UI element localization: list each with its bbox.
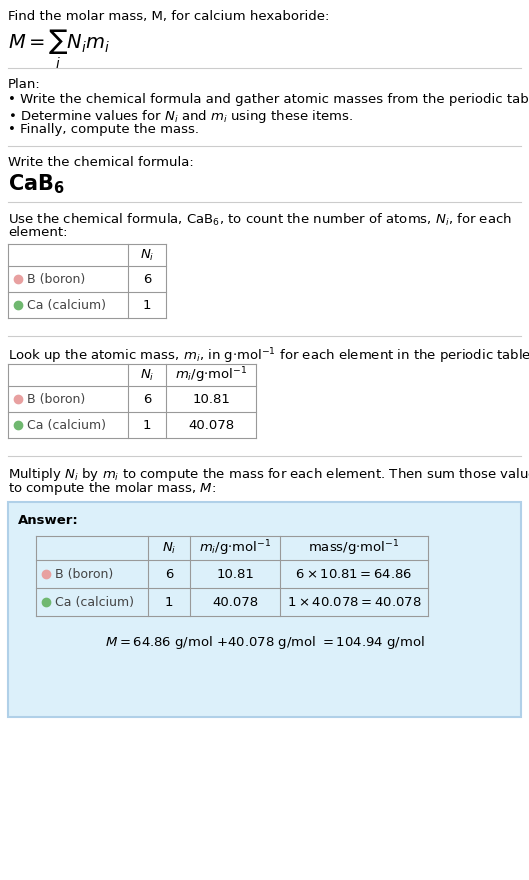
Text: $6 \times 10.81 = 64.86$: $6 \times 10.81 = 64.86$ [295, 568, 413, 581]
Text: 1: 1 [165, 596, 174, 608]
Text: B (boron): B (boron) [27, 273, 85, 285]
Text: $M = \sum_i N_i m_i$: $M = \sum_i N_i m_i$ [8, 28, 110, 71]
Text: 6: 6 [143, 273, 151, 285]
FancyBboxPatch shape [8, 502, 521, 717]
Text: 6: 6 [143, 392, 151, 406]
Text: 10.81: 10.81 [192, 392, 230, 406]
Text: 10.81: 10.81 [216, 568, 254, 581]
Text: 40.078: 40.078 [212, 596, 258, 608]
Text: 6: 6 [165, 568, 173, 581]
Text: $1 \times 40.078 = 40.078$: $1 \times 40.078 = 40.078$ [287, 596, 422, 608]
Text: Look up the atomic mass, $m_i$, in g$\cdot$mol$^{-1}$ for each element in the pe: Look up the atomic mass, $m_i$, in g$\cd… [8, 346, 529, 365]
Text: Multiply $N_i$ by $m_i$ to compute the mass for each element. Then sum those val: Multiply $N_i$ by $m_i$ to compute the m… [8, 466, 529, 483]
Text: Find the molar mass, M, for calcium hexaboride:: Find the molar mass, M, for calcium hexa… [8, 10, 330, 23]
Text: Ca (calcium): Ca (calcium) [27, 419, 106, 431]
Text: $\mathbf{CaB_6}$: $\mathbf{CaB_6}$ [8, 172, 65, 195]
Text: $m_i$/g$\cdot$mol$^{-1}$: $m_i$/g$\cdot$mol$^{-1}$ [199, 539, 271, 558]
Text: $N_i$: $N_i$ [140, 247, 154, 262]
Text: $m_i$/g$\cdot$mol$^{-1}$: $m_i$/g$\cdot$mol$^{-1}$ [175, 365, 247, 385]
Text: $N_i$: $N_i$ [140, 368, 154, 383]
Text: to compute the molar mass, $M$:: to compute the molar mass, $M$: [8, 480, 216, 497]
Text: Plan:: Plan: [8, 78, 41, 91]
Text: B (boron): B (boron) [27, 392, 85, 406]
Text: B (boron): B (boron) [55, 568, 113, 581]
Text: 1: 1 [143, 298, 151, 312]
Text: Use the chemical formula, CaB$_6$, to count the number of atoms, $N_i$, for each: Use the chemical formula, CaB$_6$, to co… [8, 212, 512, 228]
Text: Answer:: Answer: [18, 514, 79, 527]
Text: 1: 1 [143, 419, 151, 431]
Text: Write the chemical formula:: Write the chemical formula: [8, 156, 194, 169]
Text: element:: element: [8, 226, 68, 239]
Text: $N_i$: $N_i$ [162, 540, 176, 555]
Text: • Write the chemical formula and gather atomic masses from the periodic table.: • Write the chemical formula and gather … [8, 93, 529, 106]
Text: 40.078: 40.078 [188, 419, 234, 431]
Text: • Determine values for $N_i$ and $m_i$ using these items.: • Determine values for $N_i$ and $m_i$ u… [8, 108, 353, 125]
Text: mass/g$\cdot$mol$^{-1}$: mass/g$\cdot$mol$^{-1}$ [308, 539, 400, 558]
Text: Ca (calcium): Ca (calcium) [55, 596, 134, 608]
Text: Ca (calcium): Ca (calcium) [27, 298, 106, 312]
Text: $M = 64.86$ g/mol $+ 40.078$ g/mol $= 104.94$ g/mol: $M = 64.86$ g/mol $+ 40.078$ g/mol $= 10… [105, 634, 424, 651]
Text: • Finally, compute the mass.: • Finally, compute the mass. [8, 123, 199, 136]
